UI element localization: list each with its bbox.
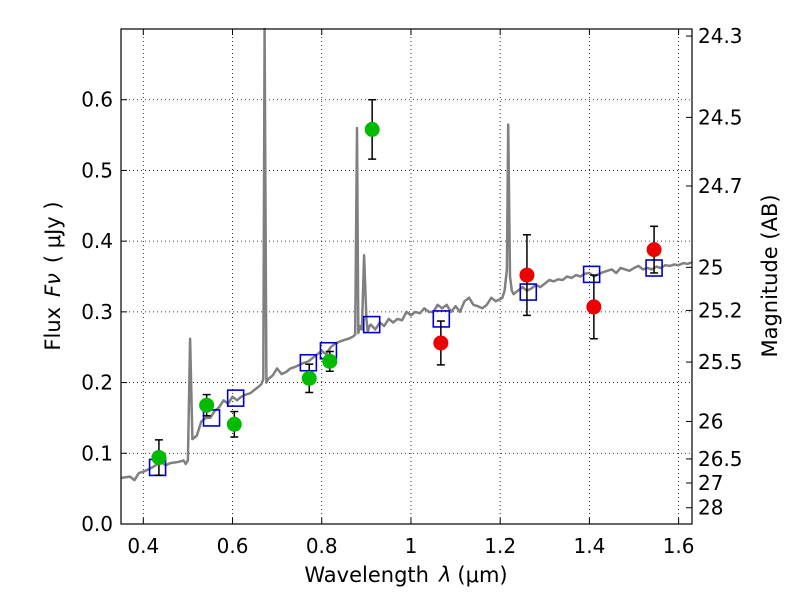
right-tick-label: 25.2	[698, 298, 743, 322]
model-square	[299, 353, 318, 372]
spectrum-line	[120, 27, 693, 482]
data-point	[301, 370, 317, 386]
x-tick-label: 1	[405, 534, 418, 558]
y-axis-unit: ( μJy )	[41, 201, 65, 263]
x-axis-label-text: Wavelength	[304, 563, 429, 587]
model-square	[519, 283, 538, 301]
y-axis-label: Flux Fν ( μJy )	[41, 201, 65, 350]
data-point	[646, 242, 662, 258]
x-axis-unit: (μm)	[457, 563, 507, 587]
x-tick-label: 0.4	[127, 534, 159, 558]
right-tick-label: 24.7	[698, 174, 743, 198]
right-tick-label: 27	[698, 471, 723, 495]
right-tick-label: 26	[698, 409, 723, 433]
right-tick-label: 24.3	[698, 24, 743, 48]
data-layer	[120, 27, 693, 482]
data-point	[433, 335, 449, 351]
right-axis-label: Magnitude (AB)	[758, 194, 782, 357]
y-tick-label: 0.4	[81, 229, 113, 253]
ticks: 0.4 0.6 0.8 1 1.2 1.4 1.6 0.0 0.1 0.2 0.3 0.4 0.5 0.6…	[81, 24, 742, 558]
data-point	[151, 450, 167, 466]
data-point	[322, 353, 338, 369]
y-tick-label: 0.0	[81, 512, 113, 536]
right-tick-label: 25	[698, 255, 723, 279]
right-tick-label: 26.5	[698, 447, 743, 471]
grid	[121, 29, 692, 525]
y-axis-label-text: Flux	[41, 307, 65, 351]
plot-frame	[120, 28, 693, 525]
y-axis-symbol: Fν	[41, 273, 65, 297]
y-tick-label: 0.5	[81, 158, 113, 182]
x-tick-label: 1.2	[484, 534, 516, 558]
data-point	[364, 121, 380, 137]
right-tick-label: 28	[698, 496, 723, 520]
y-tick-label: 0.6	[81, 88, 113, 112]
model-square	[226, 389, 245, 407]
data-point	[226, 416, 242, 432]
x-tick-label: 0.6	[217, 534, 249, 558]
data-point	[586, 299, 602, 315]
x-tick-label: 0.8	[306, 534, 338, 558]
model-square	[582, 265, 601, 284]
y-tick-label: 0.2	[81, 371, 113, 395]
x-axis-label: Wavelength λ (μm)	[304, 563, 507, 587]
x-tick-label: 1.6	[663, 534, 695, 558]
y-tick-label: 0.3	[81, 300, 113, 324]
model-square	[362, 315, 381, 334]
data-point	[199, 397, 215, 413]
right-tick-label: 25.5	[698, 350, 743, 374]
data-point	[519, 267, 535, 283]
y-tick-label: 0.1	[81, 441, 113, 465]
x-axis-symbol: λ	[438, 563, 451, 587]
right-tick-label: 24.5	[698, 105, 743, 129]
x-tick-label: 1.4	[573, 534, 605, 558]
